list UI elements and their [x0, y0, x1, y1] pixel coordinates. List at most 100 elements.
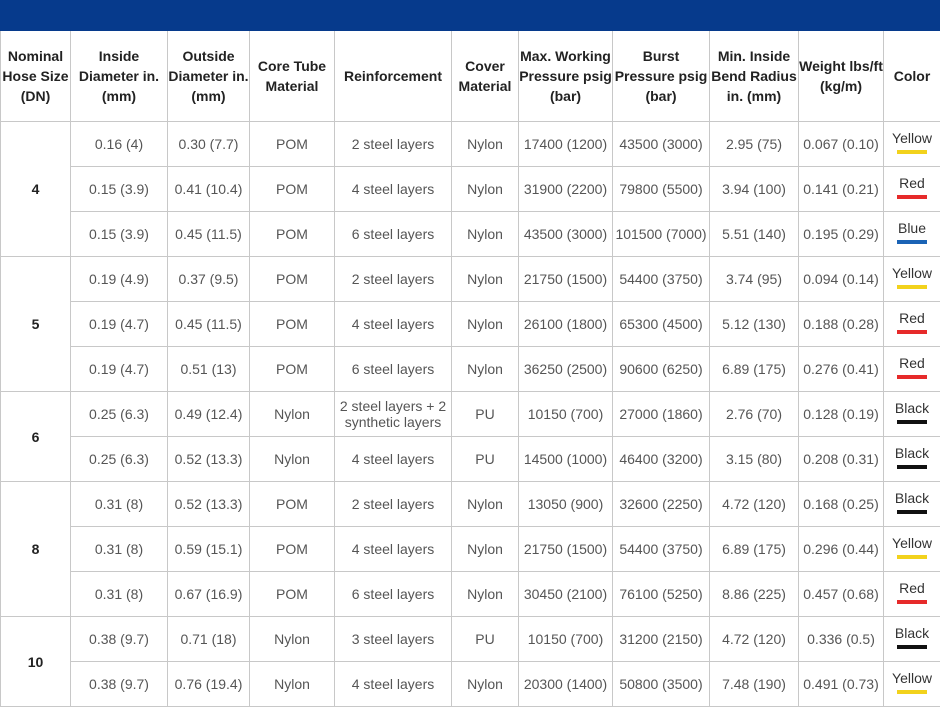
reinforcement-cell: 4 steel layers — [334, 166, 452, 212]
cover-material-cell: Nylon — [451, 661, 519, 707]
color-swatch — [897, 285, 927, 289]
core-tube-cell: POM — [249, 346, 335, 392]
max-working-pressure-cell: 43500 (3000) — [518, 211, 613, 257]
table-row: 8 0.31 (8) 0.52 (13.3) POM 2 steel layers Nyl… — [0, 481, 940, 617]
cover-material-cell: Nylon — [451, 526, 519, 572]
bend-radius-cell: 5.12 (130) — [709, 301, 799, 347]
bend-radius-cell: 2.95 (75) — [709, 121, 799, 167]
inside-diameter-cell: 0.31 (8) — [70, 481, 168, 527]
burst-pressure-cell: 46400 (3200) — [612, 436, 710, 482]
color-swatch — [897, 240, 927, 244]
bend-radius-cell: 5.51 (140) — [709, 211, 799, 257]
color-name: Yellow — [892, 535, 932, 551]
weight-cell: 0.168 (0.25) — [798, 481, 884, 527]
header-nominal-size: Nominal Hose Size (DN) — [0, 31, 71, 122]
core-tube-cell: Nylon — [249, 616, 335, 662]
core-tube-cell: POM — [249, 526, 335, 572]
color-swatch — [897, 465, 927, 469]
outside-diameter-cell: 0.59 (15.1) — [167, 526, 250, 572]
bend-radius-cell: 6.89 (175) — [709, 526, 799, 572]
color-cell: Red — [883, 571, 940, 617]
weight-cell: 0.128 (0.19) — [798, 391, 884, 437]
header-max-working-pressure: Max. Working Pressure psig (bar) — [518, 31, 613, 122]
max-working-pressure-cell: 30450 (2100) — [518, 571, 613, 617]
header-burst-pressure: Burst Pressure psig (bar) — [612, 31, 710, 122]
burst-pressure-cell: 54400 (3750) — [612, 526, 710, 572]
max-working-pressure-cell: 31900 (2200) — [518, 166, 613, 212]
inside-diameter-cell: 0.31 (8) — [70, 526, 168, 572]
burst-pressure-cell: 101500 (7000) — [612, 211, 710, 257]
max-working-pressure-cell: 17400 (1200) — [518, 121, 613, 167]
cover-material-cell: Nylon — [451, 346, 519, 392]
core-tube-cell: Nylon — [249, 391, 335, 437]
inside-diameter-cell: 0.25 (6.3) — [70, 436, 168, 482]
reinforcement-cell: 4 steel layers — [334, 661, 452, 707]
outside-diameter-cell: 0.45 (11.5) — [167, 301, 250, 347]
table-body: 4 0.16 (4) 0.30 (7.7) POM 2 steel layers Nylo… — [0, 121, 940, 707]
outside-diameter-cell: 0.52 (13.3) — [167, 436, 250, 482]
inside-diameter-cell: 0.16 (4) — [70, 121, 168, 167]
core-tube-cell: POM — [249, 211, 335, 257]
cover-material-cell: Nylon — [451, 211, 519, 257]
bend-radius-cell: 8.86 (225) — [709, 571, 799, 617]
inside-diameter-cell: 0.19 (4.7) — [70, 301, 168, 347]
color-cell: Red — [883, 346, 940, 392]
outside-diameter-cell: 0.52 (13.3) — [167, 481, 250, 527]
inside-diameter-cell: 0.38 (9.7) — [70, 616, 168, 662]
core-tube-cell: POM — [249, 166, 335, 212]
burst-pressure-cell: 32600 (2250) — [612, 481, 710, 527]
max-working-pressure-cell: 10150 (700) — [518, 391, 613, 437]
color-name: Blue — [897, 220, 927, 236]
reinforcement-cell: 6 steel layers — [334, 346, 452, 392]
cover-material-cell: Nylon — [451, 301, 519, 347]
burst-pressure-cell: 27000 (1860) — [612, 391, 710, 437]
color-cell: Red — [883, 301, 940, 347]
max-working-pressure-cell: 10150 (700) — [518, 616, 613, 662]
color-name: Red — [899, 355, 925, 371]
outside-diameter-cell: 0.67 (16.9) — [167, 571, 250, 617]
outside-diameter-cell: 0.30 (7.7) — [167, 121, 250, 167]
color-cell: Blue — [883, 211, 940, 257]
reinforcement-cell: 2 steel layers — [334, 256, 452, 302]
color-cell: Black — [883, 436, 940, 482]
max-working-pressure-cell: 20300 (1400) — [518, 661, 613, 707]
cover-material-cell: Nylon — [451, 571, 519, 617]
color-swatch — [897, 330, 927, 334]
inside-diameter-cell: 0.19 (4.7) — [70, 346, 168, 392]
header-outside-diameter: Outside Diameter in. (mm) — [167, 31, 250, 122]
table-row: 0.19 (4.7) 0.45 (11.5) POM 4 steel layers Ny… — [1, 301, 940, 347]
burst-pressure-cell: 90600 (6250) — [612, 346, 710, 392]
nominal-size-cell: 5 — [0, 256, 71, 392]
color-cell: Yellow — [883, 121, 940, 167]
header-color: Color — [883, 31, 940, 122]
bend-radius-cell: 4.72 (120) — [709, 481, 799, 527]
inside-diameter-cell: 0.15 (3.9) — [70, 211, 168, 257]
core-tube-cell: Nylon — [249, 436, 335, 482]
reinforcement-cell: 4 steel layers — [334, 301, 452, 347]
reinforcement-cell: 2 steel layers — [334, 121, 452, 167]
weight-cell: 0.195 (0.29) — [798, 211, 884, 257]
burst-pressure-cell: 79800 (5500) — [612, 166, 710, 212]
inside-diameter-cell: 0.38 (9.7) — [70, 661, 168, 707]
color-swatch — [897, 510, 927, 514]
header-inside-diameter: Inside Diameter in. (mm) — [70, 31, 168, 122]
hose-spec-table: Nominal Hose Size (DN) Inside Diameter in… — [0, 31, 940, 707]
table-row: 0.38 (9.7) 0.76 (19.4) Nylon 4 steel layers… — [1, 661, 940, 707]
header-weight: Weight lbs/ft (kg/m) — [798, 31, 884, 122]
weight-cell: 0.208 (0.31) — [798, 436, 884, 482]
color-name: Black — [894, 625, 930, 641]
color-swatch — [897, 690, 927, 694]
max-working-pressure-cell: 13050 (900) — [518, 481, 613, 527]
table-row: 6 0.25 (6.3) 0.49 (12.4) Nylon 2 steel layer… — [0, 391, 940, 482]
inside-diameter-cell: 0.19 (4.9) — [70, 256, 168, 302]
bend-radius-cell: 3.94 (100) — [709, 166, 799, 212]
reinforcement-cell: 6 steel layers — [334, 211, 452, 257]
color-name: Black — [894, 445, 930, 461]
color-cell: Yellow — [883, 256, 940, 302]
reinforcement-cell: 2 steel layers + 2 synthetic layers — [334, 391, 452, 437]
burst-pressure-cell: 50800 (3500) — [612, 661, 710, 707]
bend-radius-cell: 3.74 (95) — [709, 256, 799, 302]
table-row: 0.15 (3.9) 0.45 (11.5) POM 6 steel layers Ny… — [1, 211, 940, 257]
core-tube-cell: POM — [249, 121, 335, 167]
table-row: 0.19 (4.7) 0.51 (13) POM 6 steel layers Nylo… — [1, 346, 940, 392]
